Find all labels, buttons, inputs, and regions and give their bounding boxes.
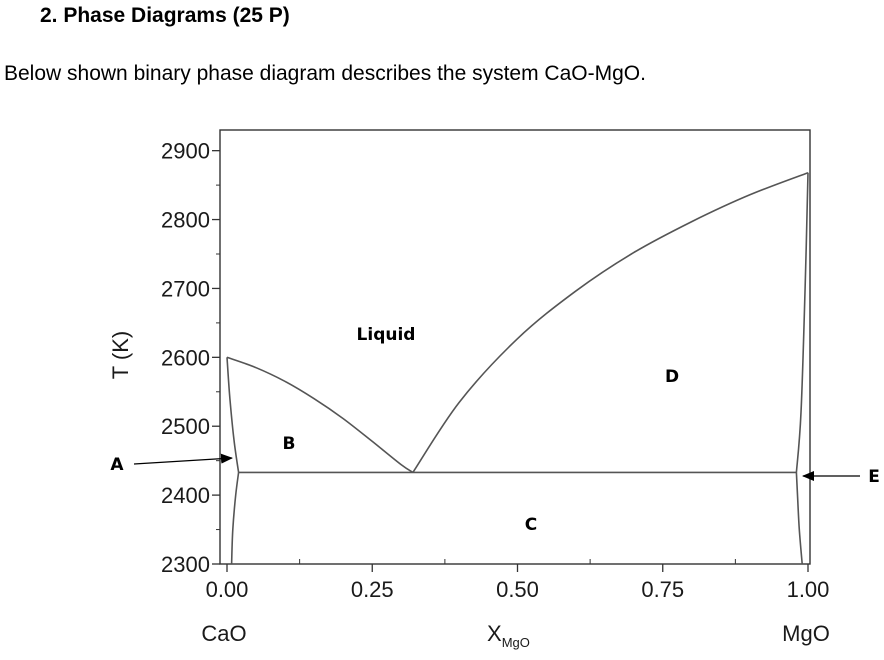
region-label-liquid: Liquid bbox=[357, 325, 416, 345]
x-tick-label: 0.25 bbox=[351, 577, 394, 602]
axis-tick-labels: 2300 2400 2500 2600 2700 2800 2900 0.00 0.25 0.50… bbox=[161, 139, 829, 602]
x-axis-label: XMgO bbox=[487, 621, 530, 650]
y-tick-label: 2500 bbox=[161, 414, 210, 439]
phase-boundary-curve bbox=[795, 172, 809, 473]
phase-boundary-curve bbox=[412, 171, 809, 473]
region-label-c: C bbox=[525, 515, 537, 535]
left-end-label: CaO bbox=[201, 621, 246, 646]
pointer-arrow-a bbox=[133, 453, 233, 465]
region-label-d: D bbox=[665, 367, 679, 387]
x-axis-label-subscript: MgO bbox=[502, 635, 530, 650]
question-intro: Below shown binary phase diagram describ… bbox=[4, 62, 646, 85]
y-tick-label: 2700 bbox=[161, 276, 210, 301]
phase-boundaries bbox=[226, 171, 809, 565]
pointer-label-e: E bbox=[868, 467, 880, 487]
phase-boundary-curve bbox=[226, 357, 240, 473]
y-tick-label: 2400 bbox=[161, 483, 210, 508]
x-tick-label: 0.50 bbox=[496, 577, 539, 602]
pointer-label-a: A bbox=[110, 455, 124, 475]
x-tick-label: 0.75 bbox=[641, 577, 684, 602]
plot-frame bbox=[219, 129, 811, 565]
axis-ticks bbox=[212, 150, 809, 572]
y-tick-label: 2900 bbox=[161, 139, 210, 164]
region-label-b: B bbox=[283, 434, 296, 454]
x-tick-label: 0.00 bbox=[206, 577, 249, 602]
y-tick-label: 2300 bbox=[161, 552, 210, 577]
x-tick-label: 1.00 bbox=[787, 577, 830, 602]
phase-boundary-curve bbox=[226, 356, 414, 474]
y-axis-label: T (K) bbox=[108, 331, 133, 379]
question-heading: 2. Phase Diagrams (25 P) bbox=[40, 4, 290, 27]
phase-boundary-curve bbox=[795, 472, 803, 565]
x-axis-label-main: X bbox=[487, 621, 502, 646]
phase-boundary-curve bbox=[230, 472, 240, 565]
y-tick-label: 2800 bbox=[161, 208, 210, 233]
right-end-label: MgO bbox=[782, 621, 830, 646]
y-tick-label: 2600 bbox=[161, 345, 210, 370]
